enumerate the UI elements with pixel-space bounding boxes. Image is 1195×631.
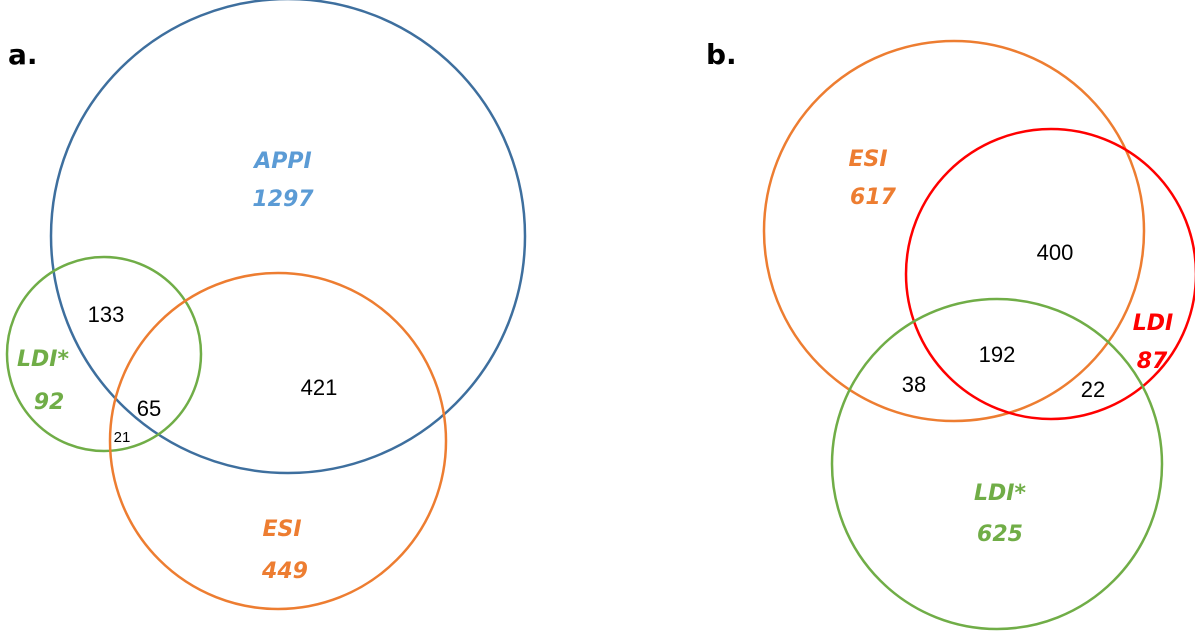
esi-name-a: ESI	[262, 517, 301, 542]
count-appi-esi: 421	[301, 375, 338, 400]
ldi-name-b: LDI	[1133, 311, 1173, 336]
esi-count-a: 449	[261, 559, 308, 584]
count-esi-ldi-ldi-star: 192	[979, 342, 1016, 367]
panel-b-label: b.	[706, 38, 737, 71]
esi-count-b: 617	[850, 185, 897, 210]
count-esi-ldi-star: 38	[902, 372, 926, 397]
esi-circle-b	[762, 39, 1146, 423]
ldi-star-count-a: 92	[34, 390, 65, 415]
esi-name-b: ESI	[848, 147, 887, 172]
ldi-star-count-b: 625	[977, 522, 1023, 547]
panel-b: b. ESI 617 LDI 87 LDI* 625 400 192 38 22	[706, 38, 1195, 631]
appi-circle	[49, 0, 527, 475]
esi-circle-a	[108, 271, 448, 611]
ldi-star-name-b: LDI*	[974, 481, 1026, 506]
count-ldi-star-esi: 21	[114, 429, 131, 446]
appi-name: APPI	[252, 149, 311, 174]
ldi-star-name-a: LDI*	[17, 347, 69, 372]
ldi-count-b: 87	[1137, 349, 1168, 374]
count-appi-ldi-star: 133	[88, 302, 125, 327]
appi-count: 1297	[252, 187, 314, 212]
ldi-circle-b	[904, 127, 1195, 421]
ldi-star-circle-a	[5, 255, 203, 453]
count-esi-ldi: 400	[1037, 240, 1074, 265]
count-appi-ldi-star-esi: 65	[137, 396, 161, 421]
panel-a-label: a.	[8, 38, 38, 71]
ldi-star-circle-b	[830, 297, 1164, 631]
count-ldi-ldi-star: 22	[1081, 377, 1105, 402]
panel-a: a. APPI 1297 LDI* 92 ESI 449 133 65 21 4…	[5, 0, 527, 611]
